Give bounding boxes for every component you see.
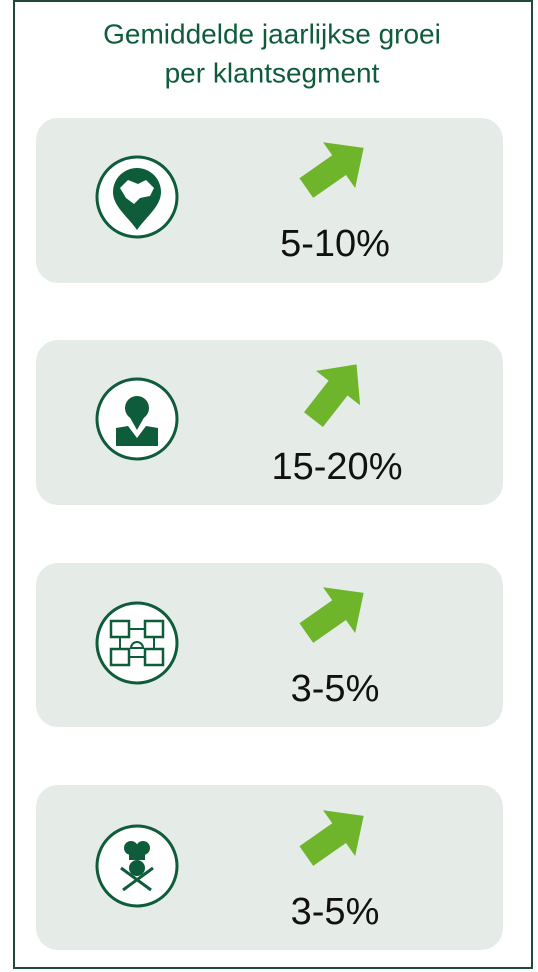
segment: 3-5% bbox=[36, 563, 503, 727]
icon-pin bbox=[128, 414, 146, 430]
title-line: per klantsegment bbox=[165, 57, 380, 88]
icon-map bbox=[116, 426, 158, 446]
panel bbox=[36, 785, 503, 950]
icon-hat bbox=[129, 850, 145, 860]
title-line: Gemiddelde jaarlijkse groei bbox=[103, 18, 441, 49]
growth-label: 15-20% bbox=[272, 446, 403, 488]
growth-label: 3-5% bbox=[291, 668, 380, 710]
arrow bbox=[299, 587, 364, 643]
icon-map bbox=[120, 180, 154, 204]
icon-links bbox=[119, 628, 155, 658]
segment: 3-5% bbox=[36, 785, 503, 950]
arrow bbox=[299, 810, 364, 866]
segment: 15-20% bbox=[36, 340, 503, 505]
segment: 5-10% bbox=[36, 118, 503, 283]
growth-label: 3-5% bbox=[291, 891, 380, 933]
panel bbox=[36, 563, 503, 727]
icon-utensils bbox=[120, 866, 154, 892]
arrow bbox=[299, 142, 364, 198]
arrow bbox=[303, 364, 361, 427]
growth-label: 5-10% bbox=[280, 223, 390, 265]
icon-head bbox=[129, 860, 145, 876]
